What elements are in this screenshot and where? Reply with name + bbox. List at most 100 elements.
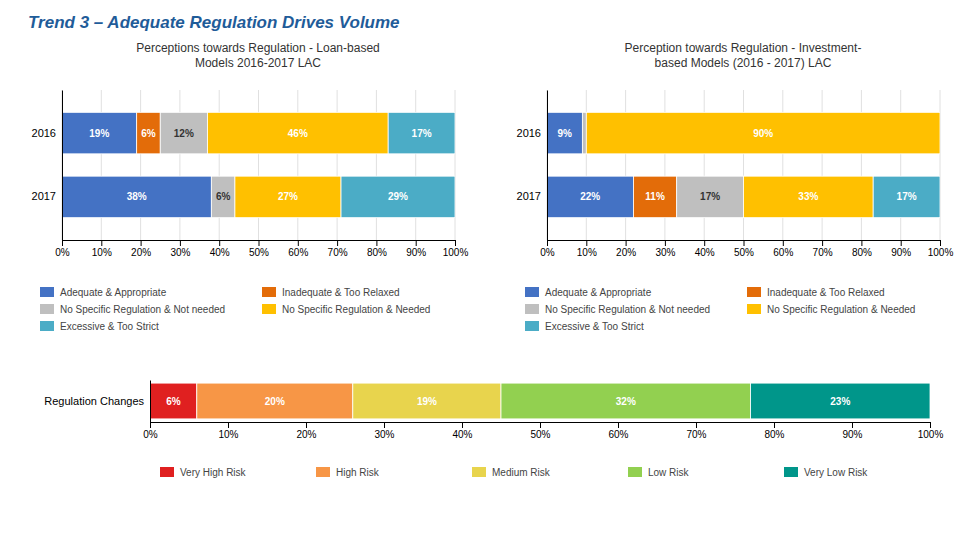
tick-label: 60%: [288, 247, 308, 258]
tick-mark: [180, 240, 181, 246]
legend-item: Adequate & Appropriate: [40, 287, 167, 298]
axis-line: [547, 91, 548, 241]
x-tick: 40%: [210, 240, 230, 258]
x-axis: 0%10%20%30%40%50%60%70%80%90%100%: [143, 422, 943, 440]
legend-label: No Specific Regulation & Needed: [767, 304, 915, 315]
data-label: 29%: [388, 191, 408, 202]
bar-segment: [586, 112, 940, 153]
x-tick: 0%: [55, 240, 70, 258]
grid: [547, 90, 940, 240]
chart-panel: Perceptions towards Regulation - Loan-ba…: [32, 41, 469, 332]
tick-mark: [376, 240, 377, 246]
tick-mark: [774, 422, 775, 428]
tick-mark: [101, 240, 102, 246]
tick-label: 40%: [695, 247, 715, 258]
data-label: 17%: [897, 191, 917, 202]
tick-mark: [586, 240, 587, 246]
x-tick: 90%: [891, 240, 911, 258]
x-tick: 10%: [92, 240, 112, 258]
legend-label: Inadequate & Too Relaxed: [767, 287, 885, 298]
legend-label: Low Risk: [648, 467, 690, 478]
bar-segment: [547, 176, 633, 217]
tick-label: 40%: [452, 429, 472, 440]
x-tick: 60%: [288, 240, 308, 258]
x-tick: 0%: [540, 240, 555, 258]
tick-mark: [150, 422, 151, 428]
y-tick: 2016: [32, 127, 62, 139]
legend-label: Excessive & Too Strict: [60, 321, 159, 332]
legend-item: No Specific Regulation & Needed: [747, 304, 915, 315]
tick-label: 20%: [296, 429, 316, 440]
legend-label: Very Low Risk: [804, 467, 868, 478]
tick-mark: [744, 240, 745, 246]
tick-mark: [62, 240, 63, 246]
data-labels: 19%38%6%12%6%46%27%17%29%: [89, 128, 431, 203]
x-tick: 50%: [530, 422, 550, 440]
legend-item: Excessive & Too Strict: [525, 321, 644, 332]
tick-label: 100%: [443, 247, 469, 258]
tick-mark: [861, 240, 862, 246]
data-label: 17%: [700, 191, 720, 202]
legend-label: No Specific Regulation & Not needed: [545, 304, 710, 315]
x-tick: 20%: [131, 240, 151, 258]
chart-title: Perceptions towards Regulation - Loan-ba…: [136, 41, 379, 70]
tick-mark: [547, 240, 548, 246]
bar-segment: [62, 112, 137, 153]
x-tick: 40%: [452, 422, 472, 440]
bar-segment: [744, 176, 874, 217]
x-tick: 40%: [695, 240, 715, 258]
axis-line: [150, 381, 151, 423]
legend-item: Inadequate & Too Relaxed: [747, 287, 885, 298]
legend-swatch: [316, 467, 330, 477]
legend-swatch: [40, 287, 54, 297]
data-label: 22%: [580, 191, 600, 202]
y-axis: 2016 2017: [517, 91, 548, 241]
tick-label: 0%: [143, 429, 158, 440]
legend-label: High Risk: [336, 467, 380, 478]
tick-mark: [259, 240, 260, 246]
x-tick: 100%: [918, 422, 944, 440]
data-label: 6%: [141, 128, 156, 139]
tick-mark: [337, 240, 338, 246]
bar-segment: [940, 112, 941, 153]
legend-swatch: [40, 321, 54, 331]
x-tick: 70%: [813, 240, 833, 258]
tick-mark: [822, 240, 823, 246]
x-axis: 0%10%20%30%40%50%60%70%80%90%100%: [55, 240, 468, 258]
tick-label: 2017: [517, 190, 541, 202]
tick-label: 90%: [406, 247, 426, 258]
tick-label: 2016: [517, 127, 541, 139]
tick-mark: [455, 240, 456, 246]
data-label: 90%: [753, 128, 773, 139]
legend-item: Low Risk: [628, 467, 690, 478]
y-tick: Regulation Changes: [44, 395, 150, 407]
bars: [547, 112, 940, 217]
x-tick: 10%: [218, 422, 238, 440]
tick-label: 10%: [577, 247, 597, 258]
tick-mark: [901, 240, 902, 246]
legend-swatch: [262, 304, 276, 314]
x-tick: 60%: [608, 422, 628, 440]
y-axis: 2016 2017: [32, 91, 63, 241]
bar-segment: [160, 112, 207, 153]
legend-swatch: [525, 287, 539, 297]
legend-item: Very Low Risk: [784, 467, 868, 478]
tick-label: 2017: [32, 190, 56, 202]
background: [0, 0, 960, 540]
main-title: Trend 3 – Adequate Regulation Drives Vol…: [28, 13, 400, 32]
bar-segment: [582, 112, 586, 153]
x-tick: 60%: [773, 240, 793, 258]
tick-mark: [852, 422, 853, 428]
bar-segment: [341, 176, 455, 217]
tick-label: 50%: [530, 429, 550, 440]
data-label: 9%: [557, 128, 572, 139]
x-tick: 80%: [764, 422, 784, 440]
x-tick: 80%: [852, 240, 872, 258]
data-label: 12%: [174, 128, 194, 139]
tick-label: 60%: [773, 247, 793, 258]
legend-item: High Risk: [316, 467, 380, 478]
data-label: 33%: [798, 191, 818, 202]
tick-label: 20%: [616, 247, 636, 258]
legend-item: No Specific Regulation & Not needed: [40, 304, 225, 315]
tick-label: 80%: [367, 247, 387, 258]
